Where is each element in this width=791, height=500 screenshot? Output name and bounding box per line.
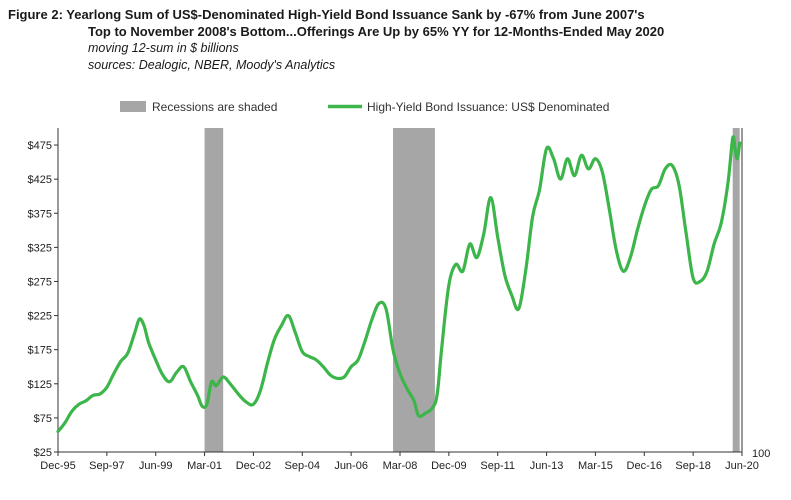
x-tick-label: Dec-16	[627, 460, 662, 472]
y-tick-label: $125	[28, 379, 52, 391]
y-tick-label: $325	[28, 242, 52, 254]
y-tick-label: $425	[28, 174, 52, 186]
y-tick-label: $25	[34, 447, 52, 459]
legend-series-label: High-Yield Bond Issuance: US$ Denominate…	[367, 100, 609, 114]
recession-band-3	[732, 128, 740, 452]
x-tick-label: Jun-06	[334, 460, 368, 472]
x-tick-label: Dec-95	[40, 460, 75, 472]
series-line-1	[56, 135, 742, 434]
x-tick-label: Jun-99	[139, 460, 173, 472]
legend-recession-swatch	[120, 101, 146, 112]
chart-title-line-1: Figure 2: Yearlong Sum of US$-Denominate…	[8, 7, 645, 22]
series-layer	[56, 135, 742, 434]
x-tick-label: Dec-02	[236, 460, 271, 472]
title-block: Figure 2: Yearlong Sum of US$-Denominate…	[8, 6, 783, 74]
x-tick-label: Sep-04	[285, 460, 320, 472]
right-axis-label: 100	[752, 448, 770, 460]
label-layer: $25 $75 $125 $175 $225 $275 $325 $375 $425 $475 De…	[28, 140, 771, 472]
y-tick-label: $225	[28, 311, 52, 323]
y-tick-label: $275	[28, 276, 52, 288]
x-tick-label: Jun-13	[530, 460, 564, 472]
legend-recession-label: Recessions are shaded	[152, 100, 277, 114]
x-tick-label: Sep-97	[89, 460, 124, 472]
recession-layer	[204, 128, 740, 452]
x-tick-label: Dec-09	[431, 460, 466, 472]
x-tick-label: Jun-20	[725, 460, 759, 472]
x-tick-label: Mar-15	[578, 460, 613, 472]
legend: Recessions are shaded High-Yield Bond Is…	[120, 100, 609, 114]
axis-layer	[54, 128, 743, 456]
x-tick-label: Sep-11	[480, 460, 515, 472]
y-tick-label: $475	[28, 140, 52, 152]
chart-subtitle: moving 12-sum in $ billions	[88, 41, 239, 55]
recession-band-1	[204, 128, 224, 452]
y-tick-label: $75	[34, 413, 52, 425]
chart-title-line-2: Top to November 2008's Bottom...Offering…	[88, 24, 665, 39]
x-tick-label: Mar-01	[187, 460, 222, 472]
chart-sources: sources: Dealogic, NBER, Moody's Analyti…	[88, 58, 336, 72]
x-tick-label: Mar-08	[383, 460, 418, 472]
y-tick-label: $375	[28, 208, 52, 220]
x-tick-label: Sep-18	[675, 460, 710, 472]
y-tick-label: $175	[28, 345, 52, 357]
